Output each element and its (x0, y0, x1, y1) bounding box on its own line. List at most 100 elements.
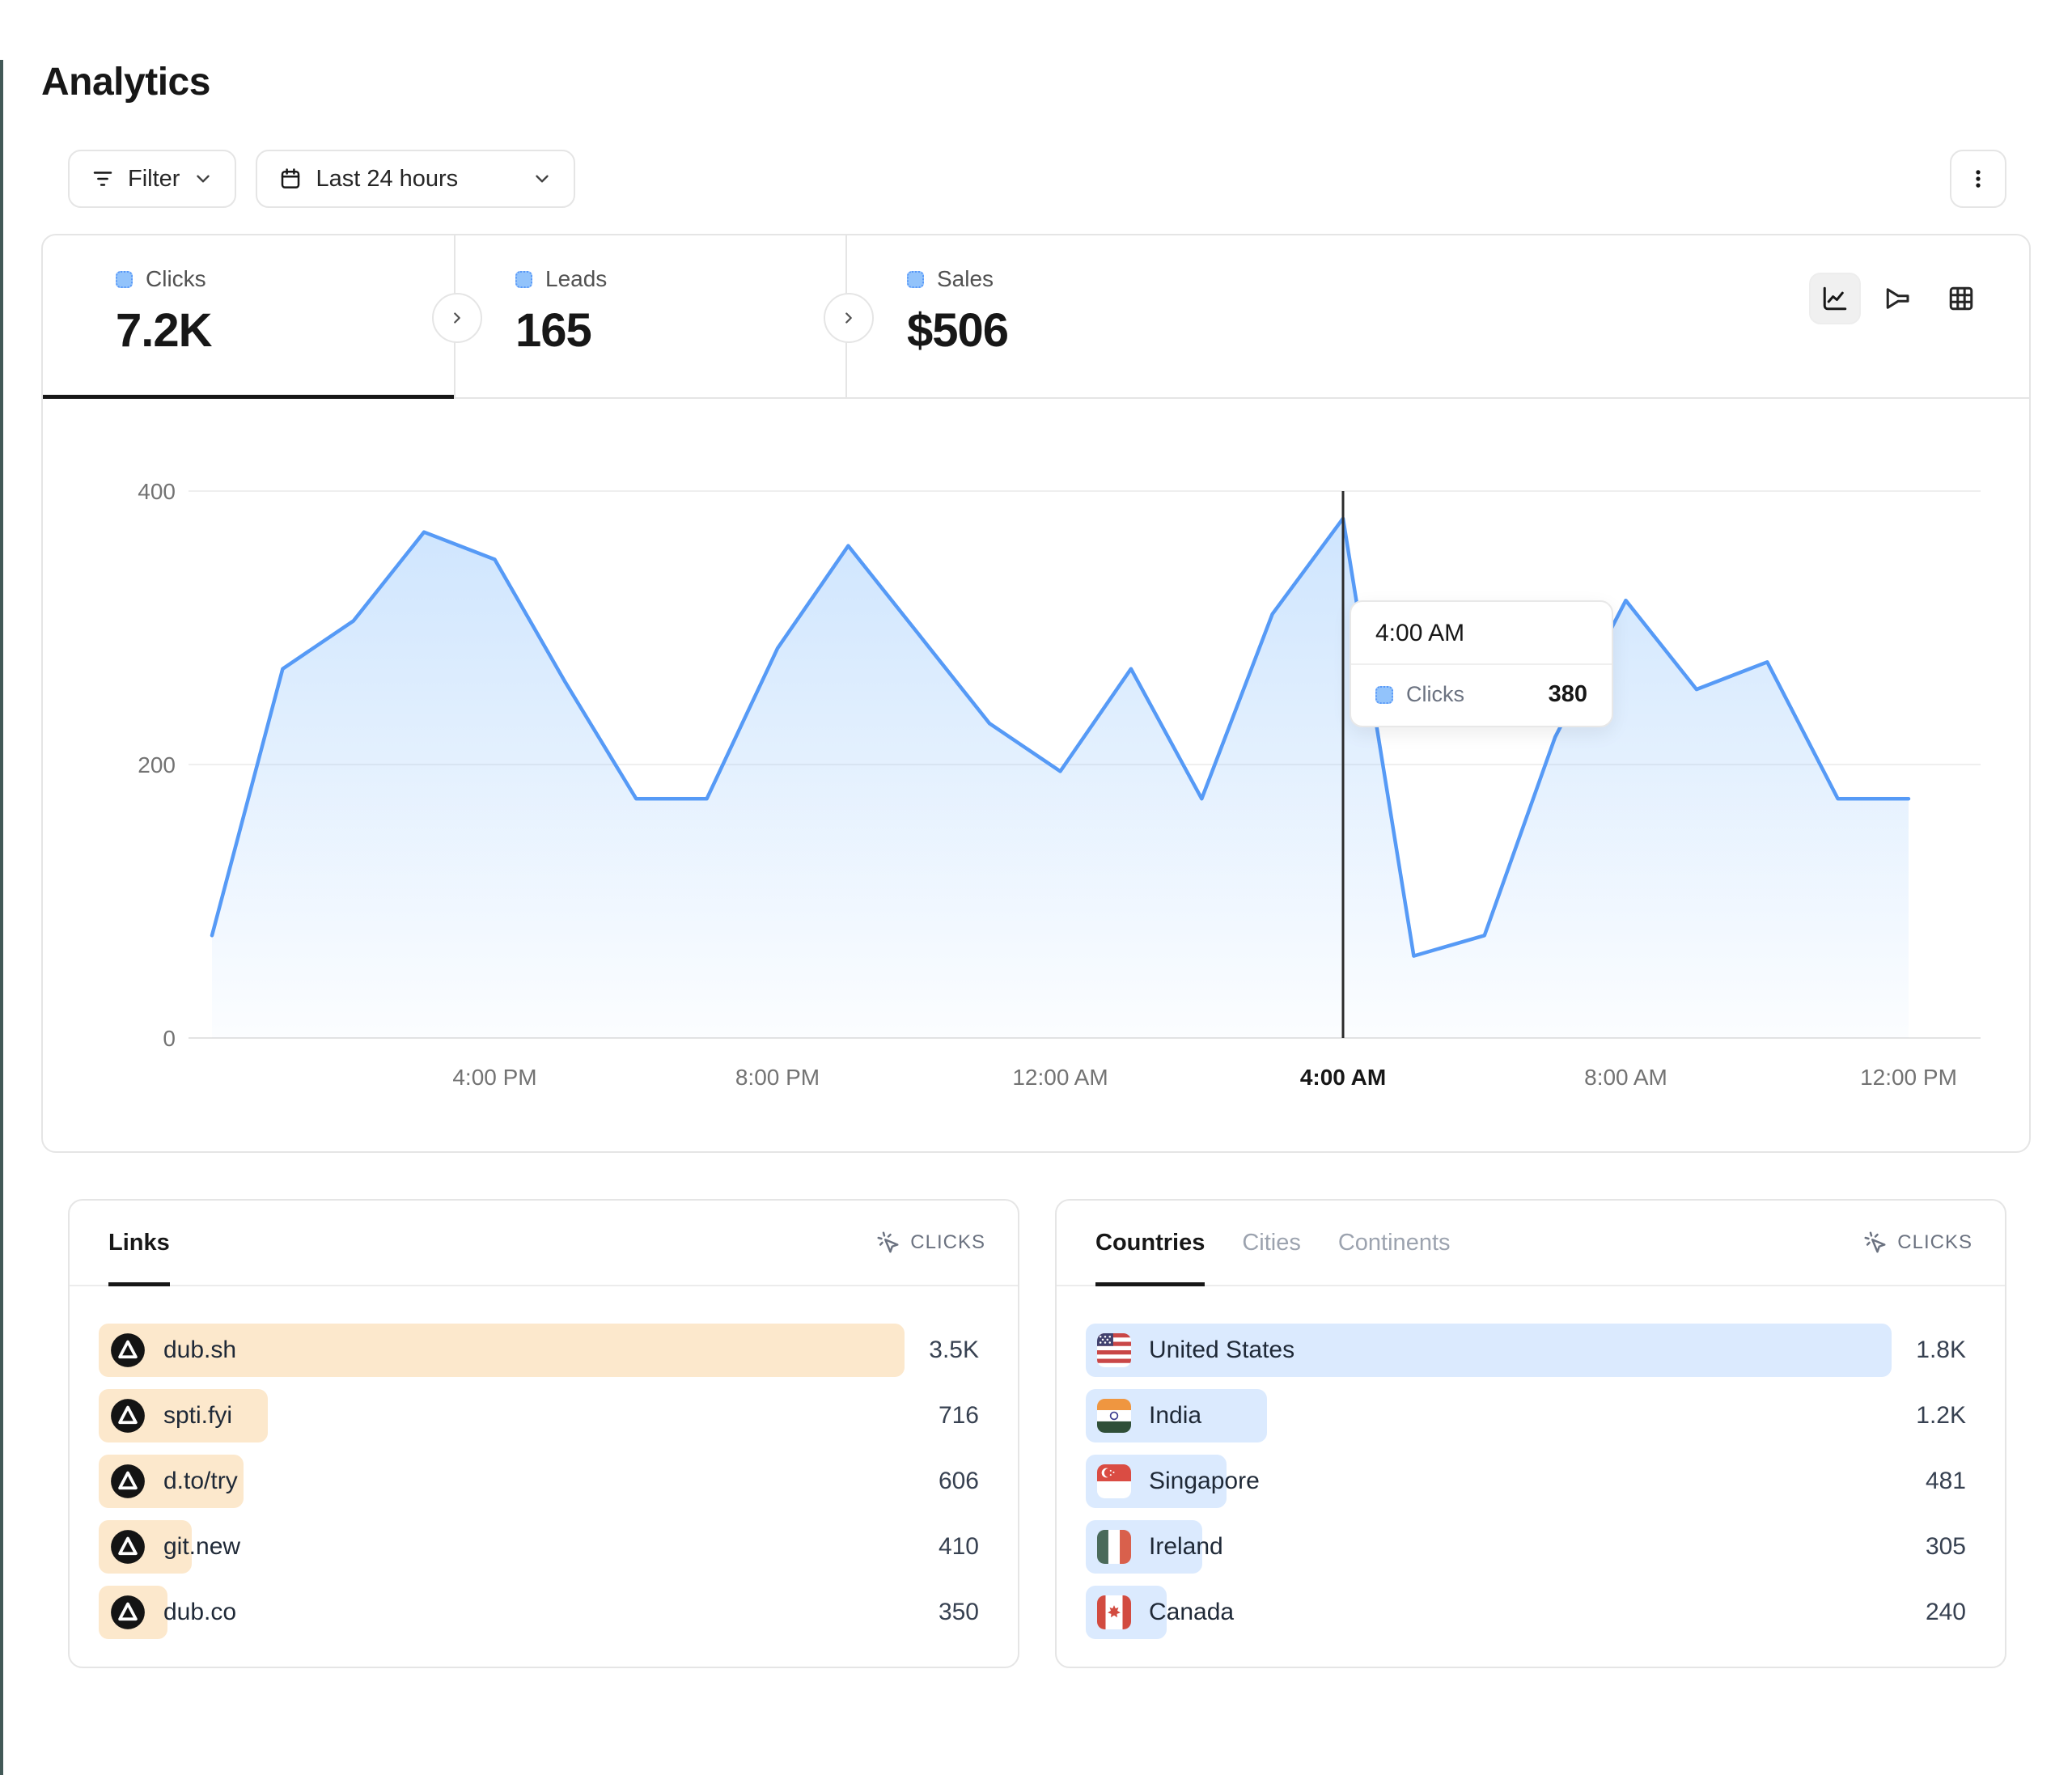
row-label: spti.fyi (163, 1402, 233, 1429)
chart-view-toggle-group (1809, 273, 1987, 324)
country-row[interactable]: Canada 240 (1086, 1586, 1976, 1639)
stat-value: $506 (907, 304, 1009, 357)
row-value: 1.2K (1916, 1402, 1966, 1429)
expand-leads-sales-button[interactable] (824, 293, 874, 343)
india-flag-icon (1097, 1399, 1131, 1433)
link-row[interactable]: d.to/try 606 (99, 1455, 989, 1508)
chevron-down-icon (532, 168, 553, 189)
row-label: Canada (1149, 1599, 1235, 1625)
leaderboards-row: Links CLICKS dub.sh 3.5K (68, 1199, 2006, 1668)
link-row[interactable]: dub.sh 3.5K (99, 1324, 989, 1377)
tooltip-time: 4:00 AM (1375, 620, 1465, 646)
x-axis-tick: 12:00 AM (1012, 1065, 1108, 1090)
countries-panel: Countries Cities Continents CLICKS United … (1055, 1199, 2006, 1668)
value-bar (1086, 1324, 1892, 1377)
x-axis-tick: 4:00 AM (1300, 1065, 1386, 1090)
row-label: d.to/try (163, 1468, 238, 1494)
country-row[interactable]: Ireland 305 (1086, 1520, 1976, 1574)
more-options-button[interactable] (1950, 150, 2006, 208)
x-axis-tick: 8:00 AM (1584, 1065, 1667, 1090)
canada-flag-icon (1097, 1595, 1131, 1629)
links-metric-label: CLICKS (910, 1231, 985, 1253)
x-axis-tick: 4:00 PM (452, 1065, 536, 1090)
page-title: Analytics (41, 61, 210, 104)
leads-legend-chip (515, 270, 532, 288)
toolbar: Filter Last 24 hours (68, 150, 2006, 208)
country-row[interactable]: India 1.2K (1086, 1389, 1976, 1442)
stat-value: 165 (515, 304, 592, 357)
clicks-legend-chip (1375, 685, 1393, 704)
analytics-card: Clicks 7.2K Leads 165 Sales $506 (41, 234, 2031, 1153)
date-range-label: Last 24 hours (316, 165, 459, 192)
countries-list: United States 1.8K India 1.2K Singapore … (1057, 1286, 2005, 1667)
filter-icon (91, 167, 115, 191)
links-panel-header: Links CLICKS (70, 1201, 1018, 1286)
geo-tab-cities[interactable]: Cities (1242, 1229, 1301, 1256)
funnel-chart-view-button[interactable] (1872, 273, 1924, 324)
row-label: Singapore (1149, 1468, 1260, 1494)
value-bar (99, 1324, 905, 1377)
link-row[interactable]: dub.co 350 (99, 1586, 989, 1639)
stat-label: Sales (937, 266, 994, 291)
tooltip-divider (1351, 663, 1612, 665)
dub-logo-icon (111, 1530, 145, 1564)
filter-button[interactable]: Filter (68, 150, 237, 208)
dub-logo-icon (111, 1464, 145, 1498)
clicks-legend-chip (116, 270, 133, 288)
us-flag-icon (1097, 1333, 1131, 1367)
row-label: dub.sh (163, 1337, 237, 1363)
row-value: 410 (938, 1533, 979, 1560)
x-axis-tick: 12:00 PM (1860, 1065, 1957, 1090)
row-label: Ireland (1149, 1533, 1223, 1560)
y-axis-tick: 200 (138, 752, 176, 777)
link-row[interactable]: spti.fyi 716 (99, 1389, 989, 1442)
country-row[interactable]: Singapore 481 (1086, 1455, 1976, 1508)
clicks-line-series (210, 516, 1911, 958)
clicks-area-chart[interactable]: 0 200 400 4:00 PM 8:00 PM 12:00 AM 4:00 AM 8:00… (43, 399, 2029, 1151)
chart-tooltip: 4:00 AM Clicks 380 (1350, 600, 1613, 727)
tooltip-metric-label: Clicks (1406, 682, 1464, 706)
links-tab-links[interactable]: Links (108, 1201, 170, 1286)
stat-tab-clicks[interactable]: Clicks 7.2K (43, 235, 456, 399)
dub-logo-icon (111, 1333, 145, 1367)
row-label: United States (1149, 1337, 1295, 1363)
chart-plot: 0 200 400 4:00 PM 8:00 PM 12:00 AM 4:00 AM 8:00… (138, 479, 1981, 1090)
chevron-down-icon (193, 168, 214, 189)
tooltip-metric-value: 380 (1548, 681, 1587, 707)
country-row[interactable]: United States 1.8K (1086, 1324, 1976, 1377)
row-value: 1.8K (1916, 1337, 1966, 1363)
row-value: 3.5K (929, 1337, 979, 1363)
x-axis-tick: 8:00 PM (735, 1065, 820, 1090)
geo-tab-continents[interactable]: Continents (1337, 1229, 1451, 1256)
tooltip-metric-row: Clicks 380 (1351, 665, 1612, 726)
geo-tab-countries[interactable]: Countries (1095, 1201, 1205, 1286)
countries-panel-header: Countries Cities Continents CLICKS (1057, 1201, 2005, 1286)
line-chart-view-button[interactable] (1809, 273, 1861, 324)
kebab-menu-icon (1966, 167, 1990, 191)
expand-clicks-leads-button[interactable] (432, 293, 482, 343)
countries-metric-label: CLICKS (1897, 1231, 1972, 1253)
calendar-icon (278, 167, 303, 191)
clicks-area-fill (212, 518, 1909, 1038)
screen-edge-artifact (0, 60, 3, 1775)
stat-label: Clicks (146, 266, 206, 291)
stat-tab-leads[interactable]: Leads 165 (456, 235, 847, 397)
y-axis-tick: 0 (163, 1026, 176, 1051)
funnel-chart-icon (1883, 284, 1913, 313)
sales-legend-chip (907, 270, 924, 288)
countries-metric-badge[interactable]: CLICKS (1863, 1231, 1972, 1255)
links-metric-badge[interactable]: CLICKS (876, 1231, 985, 1255)
links-list: dub.sh 3.5K spti.fyi 716 d.to/try 606 (70, 1286, 1018, 1667)
link-row[interactable]: git.new 410 (99, 1520, 989, 1574)
stat-value: 7.2K (116, 304, 213, 357)
table-view-button[interactable] (1935, 273, 1987, 324)
ireland-flag-icon (1097, 1530, 1131, 1564)
row-value: 350 (938, 1599, 979, 1625)
date-range-button[interactable]: Last 24 hours (256, 150, 576, 208)
dub-logo-icon (111, 1595, 145, 1629)
row-label: git.new (163, 1533, 241, 1560)
stat-tab-sales[interactable]: Sales $506 (847, 235, 1239, 397)
analytics-page: Analytics Filter Last 24 hours (0, 60, 2072, 1668)
row-label: dub.co (163, 1599, 237, 1625)
row-value: 716 (938, 1402, 979, 1429)
